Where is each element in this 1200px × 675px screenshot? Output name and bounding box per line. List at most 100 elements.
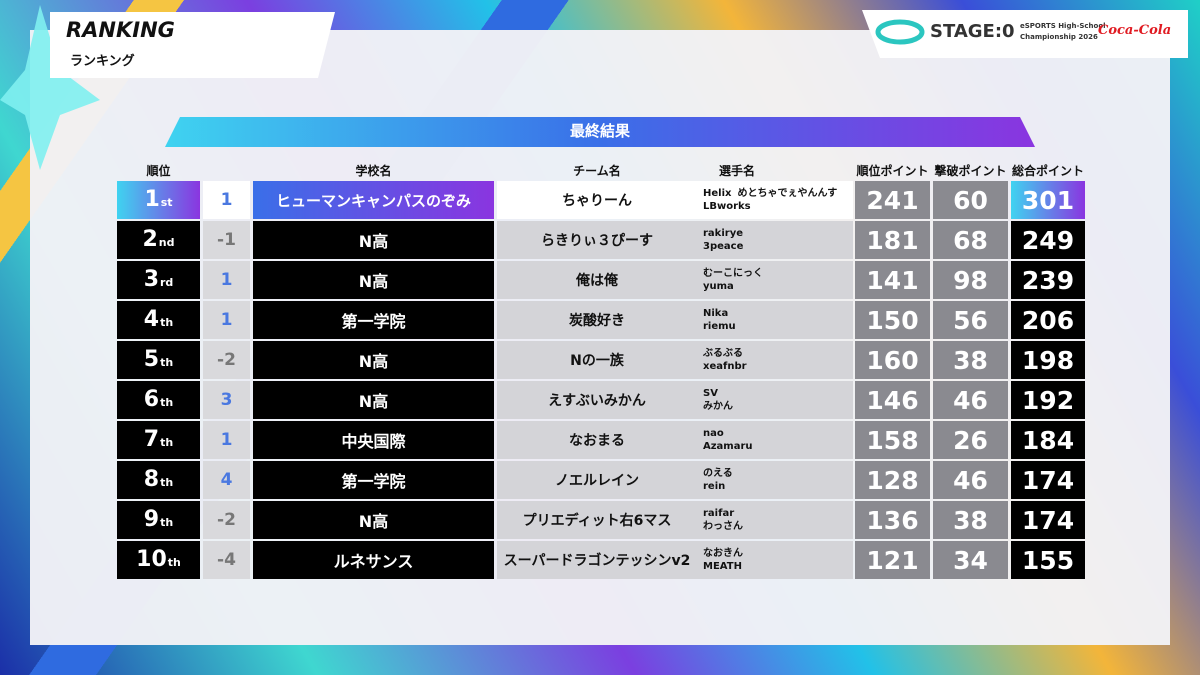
school: 第一学院	[253, 301, 494, 339]
rank-change: -4	[203, 541, 250, 579]
players: nao Azamaru	[697, 421, 853, 459]
rank-suffix: th	[160, 436, 174, 449]
players-line: Nika	[703, 307, 728, 320]
rank-suffix: th	[160, 516, 174, 529]
rank-suffix: th	[160, 476, 174, 489]
rank-number: 5	[143, 347, 160, 372]
team: 俺は俺	[497, 261, 697, 299]
rank-change: 4	[203, 461, 250, 499]
rank-change: -2	[203, 341, 250, 379]
school: 第一学院	[253, 461, 494, 499]
total-points: 174	[1011, 461, 1085, 499]
kill-points: 68	[933, 221, 1008, 259]
kill-points: 46	[933, 381, 1008, 419]
players-line: rein	[703, 480, 725, 493]
column-header: 撃破ポイント	[934, 164, 1007, 178]
players: Nika riemu	[697, 301, 853, 339]
player-name: Azamaru	[703, 441, 753, 452]
player-name: わっさん	[703, 521, 743, 532]
players: むーこにっく yuma	[697, 261, 853, 299]
players: ぶるぶる xeafnbr	[697, 341, 853, 379]
column-header: 順位ポイント	[856, 164, 929, 178]
players-line: rakirye	[703, 227, 743, 240]
rank-suffix: nd	[158, 236, 175, 249]
rank-points: 150	[855, 301, 930, 339]
column-header: 総合ポイント	[1011, 164, 1084, 178]
players-line: 3peace	[703, 240, 743, 253]
team: 炭酸好き	[497, 301, 697, 339]
rank-number: 1	[144, 187, 160, 212]
player-name: なおきん	[703, 548, 743, 559]
team: ノエルレイン	[497, 461, 697, 499]
players-line: むーこにっく	[703, 267, 763, 280]
player-name: めとちゃでぇやんんす	[737, 188, 838, 199]
total-points: 249	[1011, 221, 1085, 259]
rank-points: 181	[855, 221, 930, 259]
rank-suffix: th	[160, 356, 174, 369]
kill-points: 98	[933, 261, 1008, 299]
players-line: のえる	[703, 467, 733, 480]
rank-points: 146	[855, 381, 930, 419]
total-points: 301	[1011, 181, 1085, 219]
total-points: 184	[1011, 421, 1085, 459]
kill-points: 38	[933, 501, 1008, 539]
rank-suffix: th	[167, 556, 181, 569]
players: raifar わっさん	[697, 501, 853, 539]
logo-event: Championship 2026	[1020, 33, 1098, 41]
team: えすぶいみかん	[497, 381, 697, 419]
player-name: のえる	[703, 468, 733, 479]
player-name: SV	[703, 388, 718, 399]
header-title: RANKING	[66, 18, 175, 42]
players-line: raifar	[703, 507, 734, 520]
team: らきりぃ３ぴーす	[497, 221, 697, 259]
column-header: 選手名	[718, 164, 755, 178]
kill-points: 38	[933, 341, 1008, 379]
rank-suffix: rd	[160, 276, 174, 289]
total-points: 155	[1011, 541, 1085, 579]
player-name: むーこにっく	[703, 268, 763, 279]
rank-change: 3	[203, 381, 250, 419]
team: スーパードラゴンテッシンv2	[497, 541, 697, 579]
school: N高	[253, 501, 494, 539]
school: N高	[253, 341, 494, 379]
players: なおきん MEATH	[697, 541, 853, 579]
players-line: MEATH	[703, 560, 742, 573]
rank-number: 10	[136, 547, 167, 572]
rank-points: 158	[855, 421, 930, 459]
rank-suffix: th	[160, 316, 174, 329]
player-name: xeafnbr	[703, 361, 747, 372]
rank-number: 2	[142, 227, 158, 252]
rank-suffix: st	[160, 196, 173, 209]
team: ちゃりーん	[497, 181, 697, 219]
total-points: 198	[1011, 341, 1085, 379]
player-name: 3peace	[703, 241, 744, 252]
rank-number: 6	[143, 387, 160, 412]
rank-number: 9	[143, 507, 160, 532]
school: N高	[253, 261, 494, 299]
players-line: みかん	[703, 400, 733, 413]
players: SV みかん	[697, 381, 853, 419]
kill-points: 60	[933, 181, 1008, 219]
rank-change: -1	[203, 221, 250, 259]
rank-number: 8	[143, 467, 160, 492]
player-name: Nika	[703, 308, 729, 319]
players: rakirye 3peace	[697, 221, 853, 259]
players-line: ぶるぶる	[703, 347, 743, 360]
rank-change: -2	[203, 501, 250, 539]
column-header: 学校名	[355, 164, 392, 178]
rank-points: 141	[855, 261, 930, 299]
team: なおまる	[497, 421, 697, 459]
rank-points: 136	[855, 501, 930, 539]
player-name: nao	[703, 428, 724, 439]
players-line: xeafnbr	[703, 360, 747, 373]
rank-points: 121	[855, 541, 930, 579]
rank-number: 4	[143, 307, 160, 332]
school: ヒューマンキャンパスのぞみ	[253, 181, 494, 219]
total-points: 174	[1011, 501, 1085, 539]
